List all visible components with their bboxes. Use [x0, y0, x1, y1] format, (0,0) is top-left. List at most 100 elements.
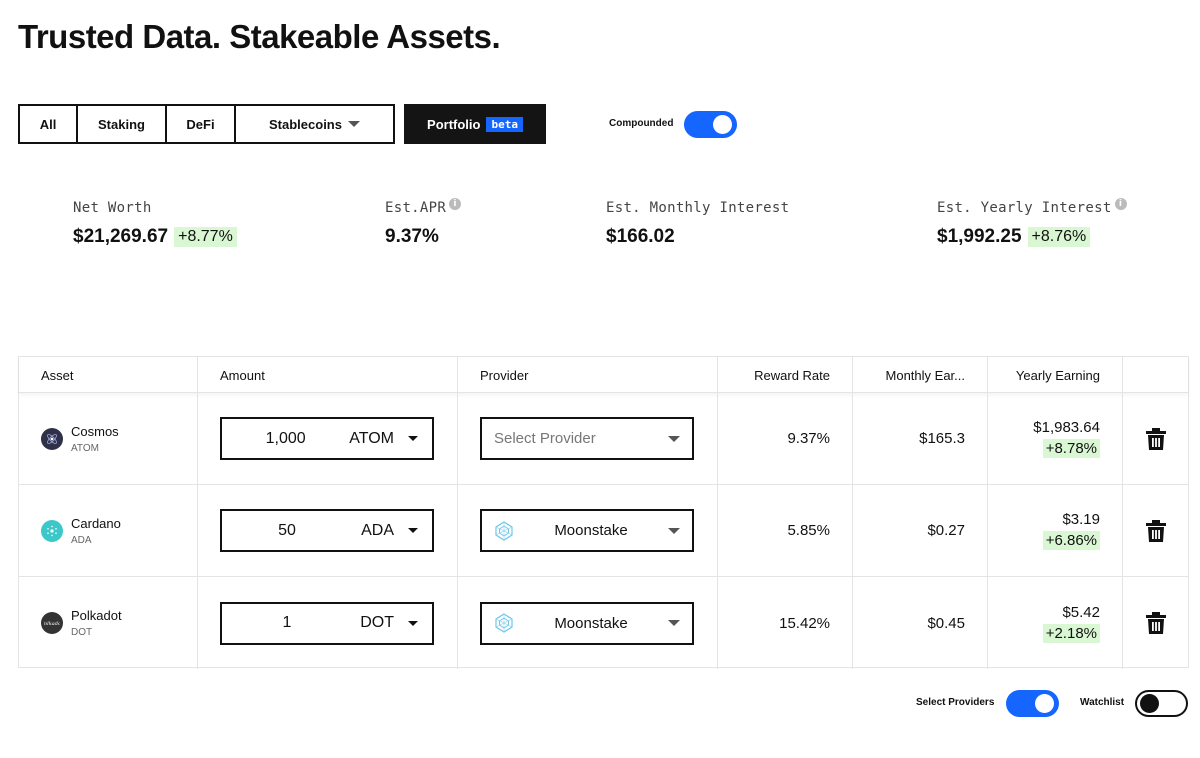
monthly-interest-stat: Est. Monthly Interest $166.02	[606, 200, 789, 248]
amount-value[interactable]: 50	[278, 521, 296, 539]
header-asset[interactable]: Asset	[19, 357, 198, 393]
toggle-knob	[713, 115, 732, 134]
tab-stablecoins[interactable]: Stablecoins	[234, 104, 395, 144]
unit-select[interactable]: ATOM	[349, 430, 432, 448]
header-yearly-earning[interactable]: Yearly Earning	[988, 357, 1123, 393]
filter-tabs: All Staking DeFi Stablecoins	[18, 104, 395, 144]
info-icon[interactable]: i	[449, 198, 462, 210]
yearly-change-badge: +2.18%	[1042, 623, 1100, 643]
amount-cell: 50 ADA	[198, 485, 458, 576]
table-header: Asset Amount Provider Reward Rate Monthl…	[19, 357, 1188, 393]
portfolio-table: Asset Amount Provider Reward Rate Monthl…	[18, 356, 1189, 669]
info-icon[interactable]: i	[1114, 198, 1127, 210]
asset-ticker: DOT	[71, 627, 93, 638]
header-amount[interactable]: Amount	[198, 357, 458, 393]
tab-stablecoins-label: Stablecoins	[269, 116, 342, 132]
provider-placeholder: Select Provider	[494, 430, 596, 447]
trash-icon[interactable]	[1145, 519, 1166, 542]
provider-cell: Moonstake	[458, 485, 718, 576]
monthly-interest-label: Est. Monthly Interest	[606, 200, 790, 216]
amount-cell: 1,000 ATOM	[198, 393, 458, 484]
trash-icon[interactable]	[1145, 612, 1166, 634]
yearly-change-badge: +6.86%	[1042, 531, 1100, 550]
cardano-icon	[41, 519, 63, 542]
asset-name: Cardano	[71, 515, 121, 531]
asset-ticker: ATOM	[71, 442, 99, 454]
watchlist-toggle[interactable]	[1135, 690, 1188, 717]
unit-label: ADA	[361, 521, 394, 539]
table-row: Cardano ADA 50 ADA Moonstake 5.85% $0.27	[19, 485, 1188, 577]
moonstake-icon	[495, 613, 513, 633]
toggle-knob	[1140, 694, 1159, 713]
moonstake-icon	[495, 520, 513, 541]
table-row: Polkadot Polkadot DOT 1 DOT Moonstake	[19, 577, 1188, 669]
yearly-change-badge: +8.78%	[1042, 439, 1100, 458]
compounded-label: Compounded	[609, 118, 674, 129]
provider-name: Moonstake	[554, 614, 628, 632]
monthly-earning: $0.27	[853, 485, 988, 576]
amount-input[interactable]: 50 ADA	[220, 509, 434, 552]
yearly-interest-change-badge: +8.76%	[1027, 227, 1091, 247]
header-monthly-earning[interactable]: Monthly Ear...	[853, 357, 988, 393]
chevron-down-icon	[408, 528, 418, 533]
amount-value[interactable]: 1,000	[265, 429, 306, 447]
compounded-toggle[interactable]	[684, 111, 737, 138]
reward-rate: 15.42%	[718, 577, 853, 669]
svg-text:Polkadot: Polkadot	[44, 621, 60, 627]
net-worth-value: $21,269.67	[73, 226, 169, 247]
yearly-earning: $1,983.64	[1033, 419, 1100, 436]
yearly-earning-cell: $1,983.64 +8.78%	[988, 393, 1123, 484]
delete-cell	[1123, 577, 1188, 669]
asset-cell: Cardano ADA	[19, 485, 198, 576]
apr-label: Est.APR	[385, 200, 447, 216]
asset-ticker: ADA	[71, 534, 92, 546]
apr-stat: Est.APR i 9.37%	[385, 198, 462, 248]
chevron-down-icon	[668, 620, 680, 626]
provider-cell: Select Provider	[458, 393, 718, 484]
unit-label: ATOM	[349, 429, 394, 447]
beta-badge: beta	[486, 116, 523, 132]
monthly-earning: $0.45	[853, 577, 988, 669]
asset-name: Polkadot	[71, 608, 122, 623]
portfolio-label: Portfolio	[427, 116, 481, 132]
provider-select[interactable]: Moonstake	[480, 601, 694, 645]
portfolio-button[interactable]: Portfolio beta	[404, 104, 546, 144]
monthly-earning: $165.3	[853, 393, 988, 484]
table-row: Cosmos ATOM 1,000 ATOM Select Provider 9…	[19, 393, 1188, 485]
amount-value[interactable]: 1	[282, 614, 292, 631]
header-reward-rate[interactable]: Reward Rate	[718, 357, 853, 393]
unit-select[interactable]: ADA	[352, 522, 432, 540]
yearly-earning-cell: $5.42 +2.18%	[988, 577, 1123, 669]
asset-name: Cosmos	[71, 423, 119, 439]
toggle-knob	[1035, 694, 1054, 713]
trash-icon[interactable]	[1145, 427, 1166, 450]
amount-input[interactable]: 1,000 ATOM	[220, 417, 434, 460]
unit-select[interactable]: DOT	[352, 614, 432, 632]
header-provider[interactable]: Provider	[458, 357, 718, 393]
provider-name: Moonstake	[554, 522, 628, 539]
reward-rate: 5.85%	[718, 485, 853, 576]
provider-cell: Moonstake	[458, 577, 718, 669]
watchlist-label: Watchlist	[1080, 697, 1125, 708]
cosmos-icon	[41, 427, 63, 450]
amount-input[interactable]: 1 DOT	[220, 601, 434, 645]
net-worth-stat: Net Worth $21,269.67 +8.77%	[73, 200, 237, 248]
apr-value: 9.37%	[385, 226, 439, 247]
monthly-interest-value: $166.02	[606, 226, 675, 247]
yearly-earning: $5.42	[1062, 603, 1100, 621]
reward-rate: 9.37%	[718, 393, 853, 484]
amount-cell: 1 DOT	[198, 577, 458, 669]
provider-select[interactable]: Moonstake	[480, 509, 694, 552]
chevron-down-icon	[408, 436, 418, 441]
select-providers-toggle[interactable]	[1006, 690, 1059, 717]
page-title: Trusted Data. Stakeable Assets.	[18, 18, 501, 55]
yearly-interest-stat: Est. Yearly Interest i $1,992.25 +8.76%	[937, 198, 1127, 248]
provider-select[interactable]: Select Provider	[480, 417, 694, 460]
tab-staking[interactable]: Staking	[76, 104, 167, 144]
tab-all[interactable]: All	[18, 104, 78, 144]
select-providers-label: Select Providers	[916, 697, 995, 708]
net-worth-change-badge: +8.77%	[174, 227, 237, 247]
tab-defi[interactable]: DeFi	[165, 104, 236, 144]
chevron-down-icon	[408, 620, 418, 626]
chevron-down-icon	[668, 435, 680, 442]
